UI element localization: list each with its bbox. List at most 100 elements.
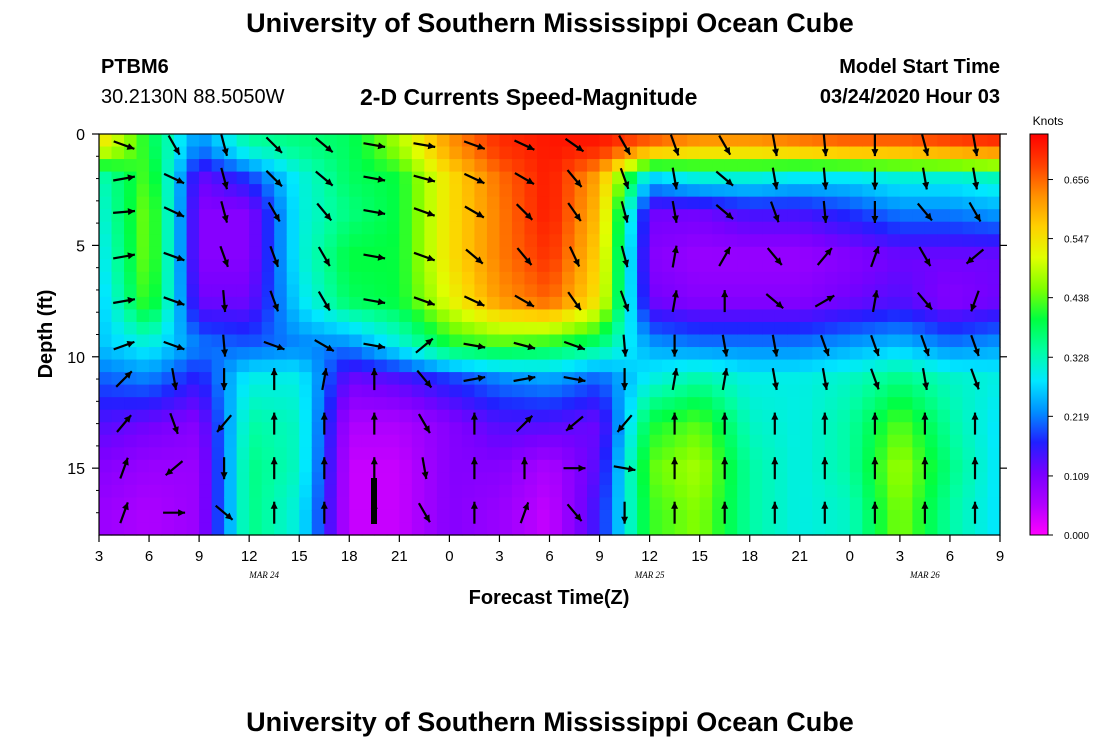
heatmap-cell — [136, 321, 150, 336]
heatmap-cell — [361, 372, 375, 386]
current-arrow — [221, 334, 228, 357]
heatmap-cell — [899, 397, 913, 411]
heatmap-cell — [374, 196, 388, 210]
heatmap-cell — [599, 134, 613, 148]
heatmap-cell — [311, 296, 325, 311]
current-arrow — [417, 502, 431, 523]
current-arrow — [918, 246, 932, 267]
heatmap-cell — [499, 459, 513, 473]
heatmap-cell — [99, 259, 113, 273]
heatmap-cell — [386, 234, 400, 248]
current-arrow — [567, 202, 582, 222]
heatmap-cell — [987, 184, 1001, 198]
heatmap-cell — [336, 384, 350, 398]
heatmap-cell — [574, 497, 588, 511]
heatmap-cell — [937, 434, 951, 448]
heatmap-cell — [562, 459, 576, 473]
heatmap-cell — [749, 434, 763, 448]
heatmap-cell — [499, 484, 513, 499]
heatmap-cell — [211, 359, 225, 373]
heatmap-cell — [562, 309, 576, 323]
heatmap-cell — [699, 497, 713, 511]
heatmap-cell — [136, 409, 150, 423]
heatmap-cell — [674, 221, 688, 235]
heatmap-cell — [386, 472, 400, 486]
heatmap-cell — [749, 184, 763, 198]
heatmap-cell — [349, 309, 363, 323]
heatmap-cell — [186, 497, 200, 511]
heatmap-cell — [799, 146, 813, 160]
heatmap-cell — [524, 397, 538, 411]
heatmap-cell — [249, 522, 263, 536]
heatmap-cell — [124, 221, 138, 235]
heatmap-cell — [136, 309, 150, 323]
heatmap-cell — [211, 334, 225, 348]
heatmap-cell — [111, 372, 125, 386]
heatmap-cell — [699, 334, 713, 348]
current-arrow — [317, 291, 331, 312]
heatmap-cell — [449, 171, 463, 185]
heatmap-cell — [299, 447, 313, 461]
heatmap-cell — [649, 171, 663, 185]
heatmap-cell — [774, 447, 788, 461]
heatmap-cell — [849, 271, 863, 285]
heatmap-cell — [949, 384, 964, 398]
heatmap-cell — [249, 447, 263, 461]
heatmap-cell — [974, 134, 989, 148]
heatmap-cell — [574, 384, 588, 398]
heatmap-cell — [299, 321, 313, 336]
heatmap-cell — [324, 184, 338, 198]
heatmap-cell — [99, 321, 113, 336]
heatmap-cell — [336, 334, 350, 348]
heatmap-cell — [837, 171, 851, 185]
heatmap-cell — [199, 309, 213, 323]
heatmap-cell — [299, 259, 313, 273]
heatmap-cell — [511, 321, 526, 336]
colorbar-legend: Knots 0.0000.1090.2190.3280.4380.5470.65… — [1029, 114, 1089, 542]
heatmap-cell — [399, 472, 413, 486]
heatmap-cell — [599, 259, 613, 273]
heatmap-cell — [424, 134, 438, 148]
heatmap-cell — [474, 347, 488, 361]
heatmap-cell — [99, 409, 113, 423]
heatmap-cell — [436, 171, 450, 185]
heatmap-cell — [286, 434, 300, 448]
heatmap-cell — [699, 359, 713, 373]
heatmap-cell — [436, 234, 450, 248]
heatmap-cell — [336, 509, 350, 524]
heatmap-cell — [687, 434, 701, 448]
heatmap-cell — [174, 397, 188, 411]
heatmap-cell — [987, 259, 1001, 273]
heatmap-cell — [536, 384, 551, 398]
current-arrow — [816, 247, 833, 266]
heatmap-cell — [461, 309, 476, 323]
heatmap-cell — [486, 422, 501, 436]
heatmap-cell — [862, 397, 876, 411]
current-arrow — [115, 370, 133, 388]
heatmap-cell — [737, 522, 751, 536]
current-arrow — [871, 412, 879, 435]
heatmap-cell — [762, 309, 776, 323]
x-tick-label: 15 — [691, 548, 708, 565]
heatmap-cell — [587, 259, 601, 273]
heatmap-cell — [224, 397, 238, 411]
heatmap-cell — [249, 384, 263, 398]
heatmap-cell — [424, 259, 438, 273]
heatmap-cell — [799, 284, 813, 298]
x-tick-label: 12 — [641, 548, 658, 565]
heatmap-cell — [549, 246, 563, 260]
heatmap-cell — [111, 309, 125, 323]
current-arrow — [421, 457, 429, 480]
heatmap-cell — [349, 409, 363, 423]
heatmap-cell — [874, 259, 888, 273]
heatmap-cell — [499, 347, 513, 361]
heatmap-cell — [712, 422, 726, 436]
heatmap-cell — [924, 384, 939, 398]
heatmap-cell — [824, 284, 838, 298]
heatmap-cell — [349, 372, 363, 386]
current-arrow — [163, 509, 186, 517]
heatmap-cell — [862, 134, 876, 148]
heatmap-cell — [511, 246, 526, 260]
heatmap-cell — [987, 321, 1001, 336]
current-arrow — [564, 137, 585, 153]
